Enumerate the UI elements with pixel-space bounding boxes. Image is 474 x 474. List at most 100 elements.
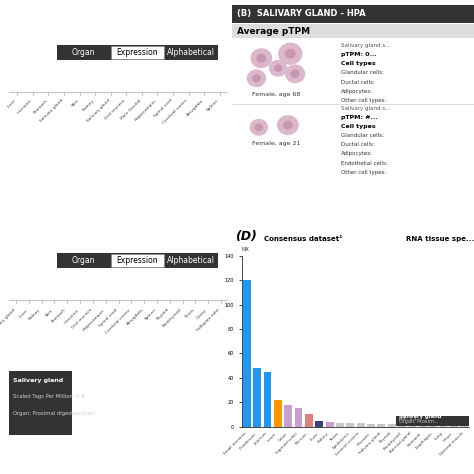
- Text: Oral mucosa: Oral mucosa: [71, 308, 93, 330]
- Bar: [315, 420, 323, 427]
- Bar: [419, 425, 427, 427]
- Circle shape: [285, 64, 305, 83]
- Text: Hippocampus: Hippocampus: [134, 99, 157, 122]
- Text: Cell types: Cell types: [341, 61, 376, 66]
- Circle shape: [269, 60, 287, 77]
- Text: RNA tissue spe...: RNA tissue spe...: [406, 236, 474, 242]
- Text: (B)  SALIVARY GLAND - HPA: (B) SALIVARY GLAND - HPA: [237, 9, 366, 18]
- Text: Adrenal gland: Adrenal gland: [390, 431, 412, 455]
- Text: Stomach: Stomach: [51, 308, 67, 324]
- Text: Salivary gland: Salivary gland: [13, 378, 63, 383]
- Text: Kidney: Kidney: [317, 431, 329, 444]
- Text: Alphabetical: Alphabetical: [167, 256, 215, 264]
- Text: Endothelial cells:: Endothelial cells:: [341, 161, 388, 165]
- Text: Spinal cord: Spinal cord: [153, 99, 173, 118]
- Bar: [409, 425, 416, 427]
- Text: Other cell types:: Other cell types:: [341, 98, 386, 103]
- Text: Intestine: Intestine: [64, 308, 80, 324]
- Text: pTPM: 0...: pTPM: 0...: [341, 52, 377, 57]
- Text: NX: NX: [242, 247, 250, 252]
- Text: Organ: Proxim...: Organ: Proxim...: [399, 419, 438, 424]
- Text: Liver: Liver: [7, 99, 17, 109]
- Text: Sigmoid colon: Sigmoid colon: [275, 431, 299, 455]
- Text: Intestine: Intestine: [17, 99, 33, 115]
- Text: Alphabetical: Alphabetical: [167, 48, 215, 56]
- Text: NX: 1.1: NX: 1.1: [399, 416, 417, 421]
- FancyBboxPatch shape: [232, 24, 474, 38]
- Text: Esophagus: Esophagus: [414, 431, 433, 450]
- Circle shape: [256, 54, 266, 63]
- Text: Rectum: Rectum: [295, 431, 309, 446]
- Text: Duodenum: Duodenum: [238, 431, 257, 450]
- Circle shape: [283, 120, 293, 129]
- Text: Fallopian tube: Fallopian tube: [197, 308, 221, 332]
- Bar: [264, 372, 272, 427]
- Text: Salivary gland: Salivary gland: [86, 99, 111, 123]
- Text: Organ: Proximal digestive tract: Organ: Proximal digestive tract: [13, 411, 95, 416]
- Text: (D): (D): [235, 230, 256, 243]
- Bar: [460, 425, 468, 427]
- Text: Glandular cells:: Glandular cells:: [341, 133, 384, 137]
- Text: Kidney: Kidney: [82, 99, 95, 112]
- Text: Ovary: Ovary: [196, 308, 208, 320]
- FancyBboxPatch shape: [110, 46, 164, 58]
- Text: Kidney: Kidney: [28, 308, 42, 321]
- Bar: [295, 408, 302, 427]
- Text: Expression: Expression: [117, 256, 158, 264]
- Text: Salivary gland s...: Salivary gland s...: [341, 44, 391, 48]
- Text: Adipocytes:: Adipocytes:: [341, 89, 373, 94]
- Bar: [398, 424, 406, 427]
- Circle shape: [274, 64, 283, 72]
- FancyBboxPatch shape: [232, 5, 474, 23]
- Text: Parathyroid: Parathyroid: [383, 431, 402, 451]
- Text: Skin: Skin: [70, 99, 80, 108]
- Text: Lung: Lung: [434, 431, 443, 441]
- Text: Ductal cells:: Ductal cells:: [341, 142, 375, 147]
- Text: Spinal cord: Spinal cord: [99, 308, 118, 328]
- Text: Male Genital: Male Genital: [119, 99, 142, 120]
- Text: Salivary gland: Salivary gland: [399, 414, 441, 419]
- Bar: [274, 400, 282, 427]
- Circle shape: [247, 69, 266, 87]
- Circle shape: [250, 48, 272, 68]
- Text: Prostate: Prostate: [356, 431, 371, 446]
- Text: Spleen: Spleen: [144, 308, 157, 321]
- Text: Testis: Testis: [329, 431, 340, 442]
- Text: Average pTPM: Average pTPM: [237, 27, 310, 36]
- Text: Thyroid: Thyroid: [378, 431, 392, 445]
- Text: Salivary gland: Salivary gland: [358, 431, 382, 455]
- Text: Female, age 68: Female, age 68: [252, 91, 300, 97]
- Bar: [439, 425, 447, 427]
- Text: Stomach: Stomach: [32, 99, 48, 115]
- Circle shape: [277, 115, 299, 135]
- Bar: [284, 405, 292, 427]
- Text: Epididymis: Epididymis: [331, 431, 350, 450]
- Text: Heart: Heart: [443, 431, 454, 442]
- Text: Female, age 21: Female, age 21: [252, 141, 300, 146]
- Text: Small intestine: Small intestine: [222, 431, 247, 456]
- Text: Skin: Skin: [45, 308, 55, 317]
- FancyBboxPatch shape: [57, 253, 218, 268]
- FancyBboxPatch shape: [57, 45, 218, 60]
- FancyBboxPatch shape: [110, 254, 164, 266]
- Circle shape: [285, 49, 296, 59]
- Text: Skeletal muscle: Skeletal muscle: [438, 431, 464, 457]
- Text: Scaled Tags Per Million: 0.4: Scaled Tags Per Million: 0.4: [13, 394, 84, 400]
- FancyBboxPatch shape: [9, 371, 73, 435]
- Text: Stomach: Stomach: [407, 431, 423, 447]
- Circle shape: [252, 74, 261, 82]
- Text: Liver: Liver: [310, 431, 319, 441]
- Bar: [254, 368, 261, 427]
- Text: Glandular cells:: Glandular cells:: [341, 70, 384, 75]
- FancyBboxPatch shape: [396, 416, 470, 426]
- Bar: [326, 422, 334, 427]
- Bar: [243, 280, 251, 427]
- Text: Amygdala: Amygdala: [126, 308, 144, 326]
- Text: pTPM: #...: pTPM: #...: [341, 115, 378, 120]
- Bar: [357, 423, 365, 427]
- Text: Thyroid: Thyroid: [155, 308, 170, 322]
- Bar: [429, 425, 437, 427]
- Bar: [336, 423, 344, 427]
- Text: Ductal cells:: Ductal cells:: [341, 80, 375, 84]
- Text: Organ: Organ: [72, 48, 95, 56]
